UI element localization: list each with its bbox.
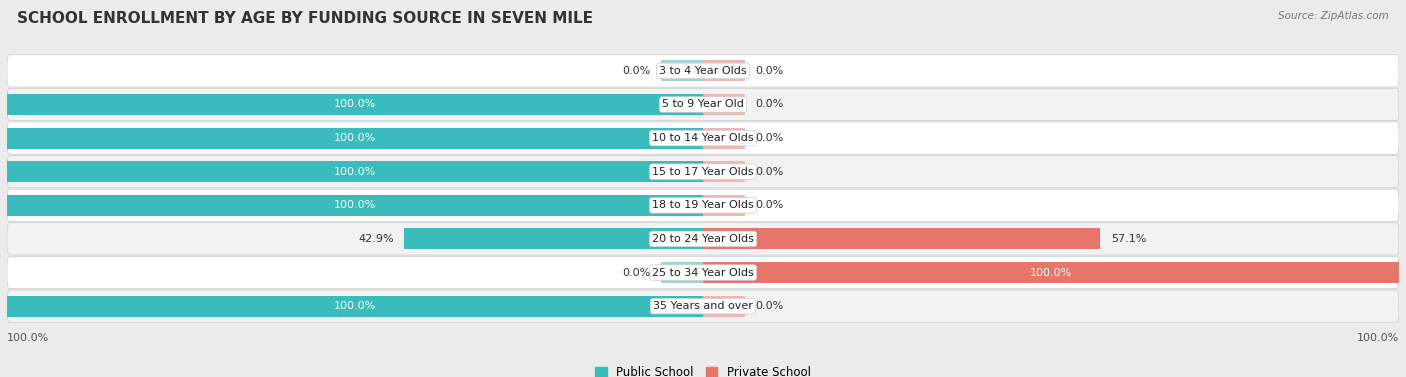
Bar: [7, 161, 703, 182]
Text: 42.9%: 42.9%: [359, 234, 394, 244]
Text: 0.0%: 0.0%: [623, 268, 651, 277]
Text: 100.0%: 100.0%: [333, 301, 377, 311]
Bar: [7, 94, 703, 115]
FancyBboxPatch shape: [7, 223, 1399, 255]
FancyBboxPatch shape: [7, 88, 1399, 121]
Bar: [703, 128, 745, 149]
Text: 5 to 9 Year Old: 5 to 9 Year Old: [662, 100, 744, 109]
Text: 57.1%: 57.1%: [1111, 234, 1146, 244]
Text: SCHOOL ENROLLMENT BY AGE BY FUNDING SOURCE IN SEVEN MILE: SCHOOL ENROLLMENT BY AGE BY FUNDING SOUR…: [17, 11, 593, 26]
Text: 0.0%: 0.0%: [755, 200, 783, 210]
Bar: [405, 228, 703, 249]
Text: 25 to 34 Year Olds: 25 to 34 Year Olds: [652, 268, 754, 277]
Bar: [7, 296, 703, 317]
FancyBboxPatch shape: [7, 122, 1399, 154]
Text: 100.0%: 100.0%: [1029, 268, 1073, 277]
Bar: [703, 228, 1101, 249]
FancyBboxPatch shape: [7, 189, 1399, 221]
Text: 0.0%: 0.0%: [755, 100, 783, 109]
Bar: [7, 128, 703, 149]
Bar: [661, 60, 703, 81]
Text: 10 to 14 Year Olds: 10 to 14 Year Olds: [652, 133, 754, 143]
Bar: [703, 296, 745, 317]
Text: 3 to 4 Year Olds: 3 to 4 Year Olds: [659, 66, 747, 76]
FancyBboxPatch shape: [7, 290, 1399, 322]
Text: 15 to 17 Year Olds: 15 to 17 Year Olds: [652, 167, 754, 177]
Text: 100.0%: 100.0%: [1357, 333, 1399, 343]
Text: 0.0%: 0.0%: [755, 167, 783, 177]
Bar: [661, 262, 703, 283]
Text: 0.0%: 0.0%: [623, 66, 651, 76]
Text: 0.0%: 0.0%: [755, 66, 783, 76]
Text: 35 Years and over: 35 Years and over: [652, 301, 754, 311]
FancyBboxPatch shape: [7, 55, 1399, 87]
Text: 100.0%: 100.0%: [333, 100, 377, 109]
Bar: [703, 195, 745, 216]
Bar: [703, 94, 745, 115]
FancyBboxPatch shape: [7, 256, 1399, 289]
Text: 0.0%: 0.0%: [755, 133, 783, 143]
FancyBboxPatch shape: [7, 156, 1399, 188]
Bar: [703, 60, 745, 81]
Bar: [703, 262, 1399, 283]
Text: Source: ZipAtlas.com: Source: ZipAtlas.com: [1278, 11, 1389, 21]
Legend: Public School, Private School: Public School, Private School: [591, 361, 815, 377]
Bar: [703, 161, 745, 182]
Text: 100.0%: 100.0%: [333, 200, 377, 210]
Text: 100.0%: 100.0%: [333, 133, 377, 143]
Text: 100.0%: 100.0%: [333, 167, 377, 177]
Text: 100.0%: 100.0%: [7, 333, 49, 343]
Text: 20 to 24 Year Olds: 20 to 24 Year Olds: [652, 234, 754, 244]
Text: 18 to 19 Year Olds: 18 to 19 Year Olds: [652, 200, 754, 210]
Bar: [7, 195, 703, 216]
Text: 0.0%: 0.0%: [755, 301, 783, 311]
